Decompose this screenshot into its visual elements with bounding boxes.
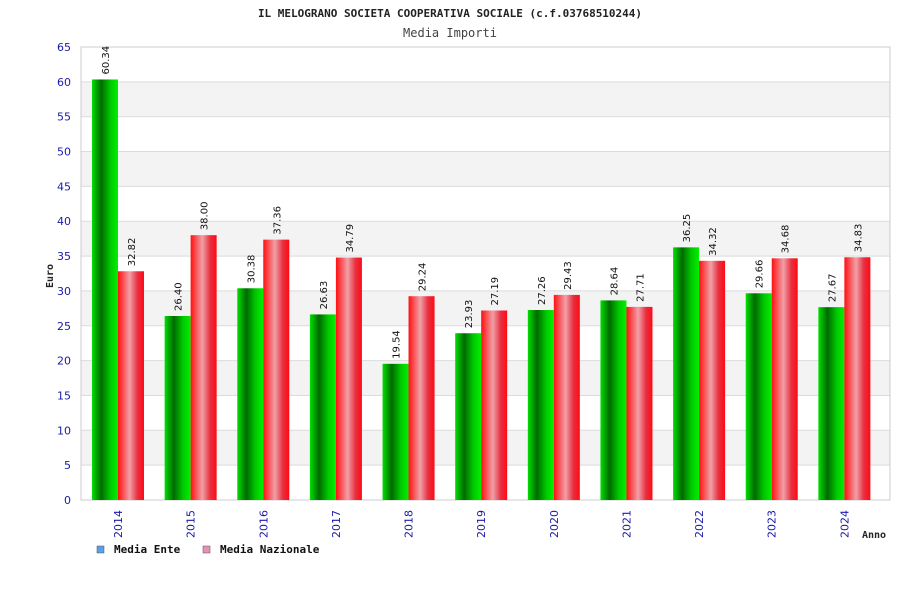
x-tick-label: 2023 <box>766 510 779 538</box>
data-label: 28.64 <box>609 267 620 296</box>
y-axis-label: Euro <box>45 264 56 288</box>
data-label: 26.63 <box>319 281 330 310</box>
data-label: 34.79 <box>345 224 356 253</box>
bar-media-nazionale <box>481 310 508 500</box>
x-tick-label: 2016 <box>257 510 270 538</box>
x-tick-label: 2022 <box>693 510 706 538</box>
y-tick-label: 10 <box>57 424 71 437</box>
data-label: 30.38 <box>246 255 257 284</box>
data-label: 34.83 <box>853 224 864 253</box>
bar-media-nazionale <box>263 239 290 501</box>
legend: Media Ente Media Nazionale <box>96 543 320 556</box>
x-tick-label: 2021 <box>620 510 633 538</box>
data-label: 29.24 <box>418 263 429 292</box>
data-label: 27.26 <box>537 276 548 305</box>
data-label: 37.36 <box>272 206 283 235</box>
data-label: 27.67 <box>827 274 838 303</box>
data-label: 19.54 <box>392 330 403 359</box>
y-tick-label: 60 <box>57 76 71 89</box>
x-axis-ticks: 2014 2015 2016 2017 2018 2019 2020 2021 2022 2023… <box>112 510 851 538</box>
y-tick-label: 25 <box>57 320 71 333</box>
bar-media-ente <box>745 293 772 500</box>
bar-media-nazionale <box>118 271 144 500</box>
y-tick-label: 15 <box>57 389 71 402</box>
data-label: 27.71 <box>635 273 646 302</box>
y-axis-ticks: 0 5 10 15 20 25 30 35 40 45 50 55 60 65 <box>57 41 71 507</box>
grid-band <box>81 116 890 152</box>
x-tick-label: 2020 <box>548 510 561 538</box>
bar-media-ente <box>164 316 191 500</box>
chart-title: IL MELOGRANO SOCIETA COOPERATIVA SOCIALE… <box>258 7 642 20</box>
y-tick-label: 0 <box>64 494 71 507</box>
bar-media-ente <box>309 314 336 500</box>
bar-media-nazionale <box>553 294 580 500</box>
chart-subtitle: Media Importi <box>403 26 497 40</box>
x-tick-label: 2024 <box>838 510 851 538</box>
y-tick-label: 40 <box>57 215 71 228</box>
data-label: 36.25 <box>682 214 693 243</box>
y-tick-label: 35 <box>57 250 71 263</box>
data-labels: 60.34 32.82 26.40 38.00 30.38 37.36 26.63 34.79… <box>101 46 864 359</box>
data-label: 29.43 <box>563 261 574 290</box>
bar-media-ente <box>600 300 627 500</box>
bar-media-ente <box>527 310 554 500</box>
y-tick-label: 30 <box>57 285 71 298</box>
bar-media-ente <box>382 363 409 500</box>
bar-media-nazionale <box>626 306 653 500</box>
x-tick-label: 2019 <box>475 510 488 538</box>
legend-label-media-ente: Media Ente <box>114 543 181 556</box>
y-tick-label: 65 <box>57 41 71 54</box>
x-tick-label: 2017 <box>330 510 343 538</box>
data-label: 32.82 <box>127 238 138 267</box>
bar-media-nazionale <box>771 258 798 500</box>
bar-media-ente <box>237 288 264 500</box>
x-tick-label: 2015 <box>185 510 198 538</box>
bar-media-nazionale <box>699 260 726 500</box>
x-tick-label: 2014 <box>112 510 125 538</box>
y-tick-label: 55 <box>57 111 71 124</box>
bar-media-ente <box>455 333 482 500</box>
legend-swatch-media-ente <box>96 545 105 554</box>
data-label: 29.66 <box>755 260 766 289</box>
grid-band <box>81 47 890 82</box>
y-tick-label: 45 <box>57 180 71 193</box>
x-axis-label: Anno <box>862 530 886 541</box>
bar-media-nazionale <box>844 257 871 500</box>
data-label: 26.40 <box>174 282 185 311</box>
legend-label-media-nazionale: Media Nazionale <box>220 543 320 556</box>
grid-band <box>81 81 890 117</box>
data-label: 34.32 <box>708 227 719 256</box>
bar-media-nazionale <box>408 296 435 500</box>
y-tick-label: 5 <box>64 459 71 472</box>
bar-media-nazionale <box>190 235 217 500</box>
grid-band <box>81 186 890 222</box>
data-label: 38.00 <box>200 202 211 231</box>
data-label: 27.19 <box>490 277 501 306</box>
bar-media-ente <box>673 247 700 500</box>
bars <box>92 79 871 501</box>
x-tick-label: 2018 <box>403 510 416 538</box>
bar-media-ente <box>818 307 845 500</box>
bar-media-ente <box>92 79 118 500</box>
data-label: 23.93 <box>464 300 475 329</box>
legend-swatch-media-nazionale <box>202 545 211 554</box>
y-tick-label: 20 <box>57 355 71 368</box>
bar-media-nazionale <box>335 257 362 500</box>
data-label: 34.68 <box>781 225 792 254</box>
grid-band <box>81 151 890 187</box>
data-label: 60.34 <box>101 46 112 75</box>
y-tick-label: 50 <box>57 146 71 159</box>
